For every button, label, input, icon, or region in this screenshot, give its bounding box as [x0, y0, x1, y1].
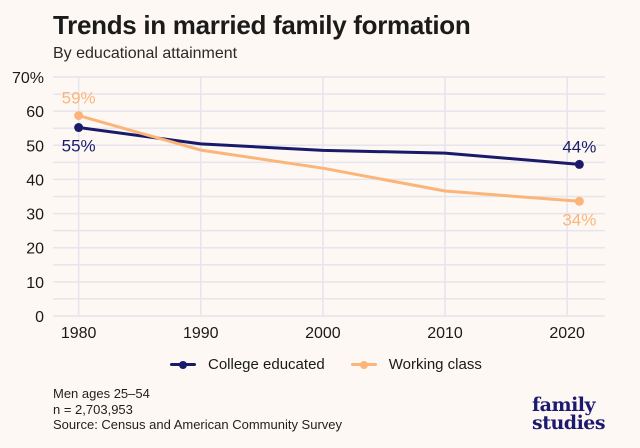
legend: College educated Working class	[170, 356, 482, 373]
series-line-working-class	[77, 114, 581, 203]
y-tick-label: 70%	[12, 70, 44, 87]
legend-item-college-educated[interactable]: College educated	[170, 356, 325, 373]
y-tick-label: 40	[26, 172, 44, 189]
data-point	[574, 196, 584, 206]
family-studies-logo: family studies	[532, 394, 606, 434]
y-axis-ticks: 0 10 20 30 40 50 60 70%	[12, 70, 44, 326]
x-tick-label: 2020	[549, 325, 585, 342]
legend-swatch-college-educated	[170, 360, 196, 369]
y-tick-label: 0	[35, 309, 44, 326]
footer-source: Source: Census and American Community Su…	[53, 417, 343, 432]
y-tick-label: 10	[26, 275, 44, 292]
legend-label: College educated	[208, 356, 325, 373]
footer-sample-size: n = 2,703,953	[53, 401, 133, 417]
data-point	[574, 159, 584, 169]
series-lines	[77, 114, 581, 203]
data-label: 55%	[62, 137, 96, 156]
logo-line-2: studies	[532, 412, 606, 434]
data-label: 59%	[62, 89, 96, 108]
series-points	[74, 111, 584, 206]
data-labels: 55% 44% 59% 34%	[62, 89, 597, 230]
chart-subtitle: By educational attainment	[53, 45, 238, 62]
chart-title: Trends in married family formation	[53, 10, 471, 40]
y-tick-label: 60	[26, 104, 44, 121]
data-point	[74, 111, 84, 121]
x-tick-label: 2010	[427, 325, 463, 342]
legend-swatch-working-class	[350, 360, 377, 369]
x-tick-label: 1980	[61, 325, 97, 342]
legend-label: Working class	[388, 356, 482, 373]
grid	[53, 76, 605, 317]
footer-population: Men ages 25–54	[53, 386, 150, 401]
data-point	[74, 123, 84, 133]
data-label: 34%	[562, 210, 596, 229]
legend-item-working-class[interactable]: Working class	[350, 356, 482, 373]
x-tick-label: 1990	[183, 325, 219, 342]
x-tick-label: 2000	[305, 325, 341, 342]
y-tick-label: 50	[26, 138, 44, 155]
data-label: 44%	[562, 137, 596, 156]
logo-line-1: family	[532, 394, 596, 416]
y-tick-label: 20	[26, 241, 44, 258]
footer-notes: Men ages 25–54 n = 2,703,953 Source: Cen…	[53, 386, 342, 433]
x-axis-ticks: 1980 1990 2000 2010 2020	[61, 325, 585, 342]
y-tick-label: 30	[26, 207, 44, 224]
